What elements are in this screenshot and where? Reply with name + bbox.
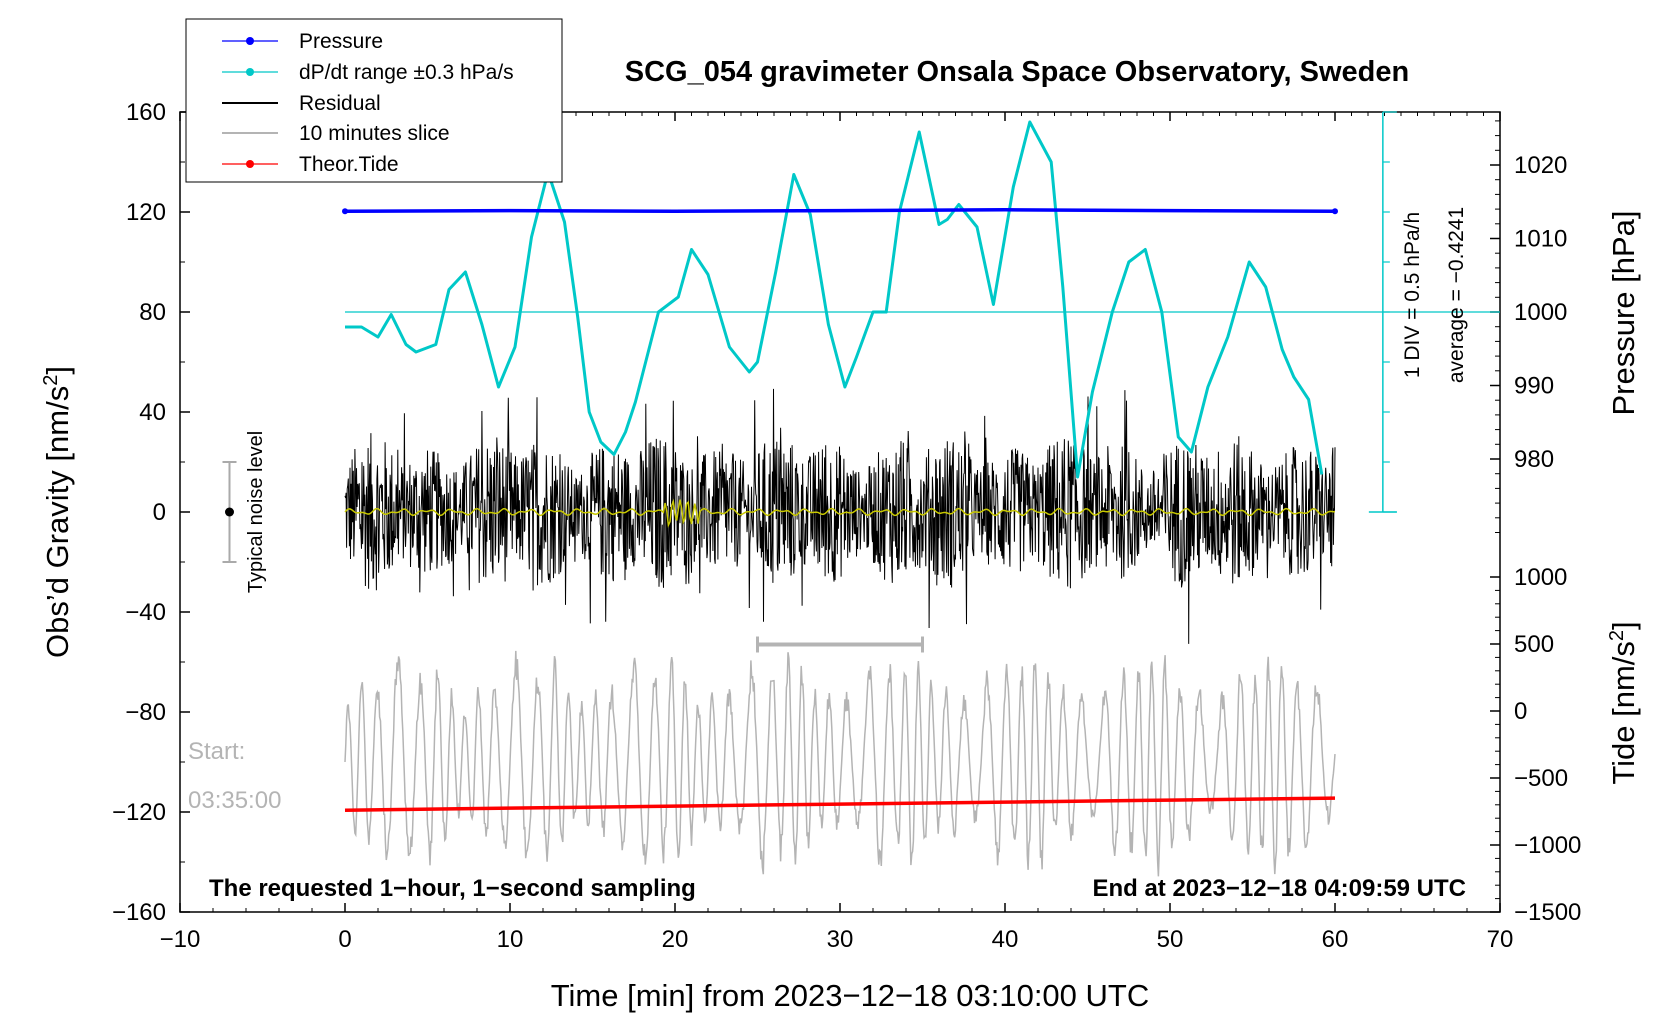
tide-axis-title-sup: 2 (1606, 630, 1628, 641)
tide-tick-label: −1000 (1514, 832, 1581, 859)
y-axis-title: Obs’d Gravity [nm/s2] (40, 366, 75, 658)
start-time-label: 03:35:00 (188, 787, 281, 814)
legend-marker-dpdt (246, 68, 254, 76)
legend: Pressure dP/dt range ±0.3 hPa/s Residual… (185, 18, 563, 183)
x-tick-label: 20 (662, 926, 689, 953)
residual-series (344, 388, 1336, 644)
dpdt-scale-label: 1 DIV = 0.5 hPa/h (1401, 212, 1424, 378)
x-tick-label: −10 (160, 926, 201, 953)
tide-series (344, 796, 1336, 812)
residual-mean-series (344, 498, 1335, 528)
legend-marker-tide (246, 160, 254, 168)
legend-label-slice: 10 minutes slice (299, 122, 450, 145)
average-label: average = −0.4241 (1445, 207, 1468, 383)
pressure-axis: 1020 1010 1000 990 980 (1490, 120, 1567, 533)
y-tick-label: −160 (112, 899, 166, 926)
pressure-point (1332, 208, 1338, 215)
pressure-point (342, 208, 348, 215)
tide-line (344, 796, 1336, 812)
legend-label-residual: Residual (299, 92, 381, 115)
y-axis-title-end: ] (40, 366, 75, 375)
tide-axis: 1000 500 0 −500 −1000 −1500 (1490, 564, 1581, 926)
tide-tick-label: −1500 (1514, 899, 1581, 926)
tide-tick-label: 1000 (1514, 564, 1567, 591)
tide-axis-title: Tide [nm/s2] (1606, 621, 1641, 784)
start-label: Start: (188, 738, 245, 765)
tide-tick-label: 500 (1514, 631, 1554, 658)
left-y-axis: 160 120 80 40 0 −40 −80 −120 −160 (112, 99, 190, 926)
end-time-note: End at 2023−12−18 04:09:59 UTC (1092, 875, 1466, 902)
noise-bar (222, 461, 237, 563)
x-tick-label: 10 (497, 926, 524, 953)
x-tick-label: 60 (1322, 926, 1349, 953)
legend-label-dpdt: dP/dt range ±0.3 hPa/s (299, 61, 514, 84)
x-tick-label: 0 (338, 926, 351, 953)
tide-tick-label: −500 (1514, 765, 1568, 792)
legend-marker-pressure (246, 37, 254, 45)
pressure-tick-label: 980 (1514, 446, 1554, 473)
pressure-series (342, 208, 1338, 215)
pressure-line (344, 208, 1336, 214)
y-tick-label: −120 (112, 799, 166, 826)
y-tick-label: 120 (126, 199, 166, 226)
sampling-note: The requested 1−hour, 1−second sampling (209, 875, 696, 902)
x-tick-label: 40 (992, 926, 1019, 953)
y-tick-label: 160 (126, 99, 166, 126)
legend-box (185, 18, 563, 183)
pressure-tick-label: 990 (1514, 373, 1554, 400)
chart-title: SCG_054 gravimeter Onsala Space Observat… (625, 56, 1409, 88)
x-tick-label: 30 (827, 926, 854, 953)
noise-label: Typical noise level (245, 431, 267, 593)
tide-axis-title-end: ] (1606, 621, 1641, 630)
residual-line (344, 388, 1336, 644)
y-tick-label: 40 (139, 399, 166, 426)
x-axis-title: Time [min] from 2023−12−18 03:10:00 UTC (551, 978, 1150, 1013)
y-tick-label: −80 (125, 699, 166, 726)
x-tick-label: 50 (1157, 926, 1184, 953)
dpdt-line (345, 120, 1324, 479)
y-tick-label: 0 (153, 499, 166, 526)
legend-label-tide: Theor.Tide (299, 153, 399, 176)
pressure-tick-label: 1000 (1514, 299, 1567, 326)
slice-bar (756, 636, 924, 653)
pressure-tick-label: 1020 (1514, 152, 1567, 179)
noise-bar-dot (225, 507, 234, 517)
dpdt-series (345, 120, 1324, 479)
legend-label-pressure: Pressure (299, 30, 383, 53)
y-tick-label: −40 (125, 599, 166, 626)
tide-axis-title-text: Tide [nm/s (1606, 641, 1641, 785)
y-axis-title-sup: 2 (40, 375, 62, 386)
tide-tick-label: 0 (1514, 698, 1527, 725)
pressure-axis-title: Pressure [hPa] (1606, 210, 1641, 415)
slice-line (344, 650, 1336, 877)
residual-mean-line (344, 498, 1335, 528)
slice-series (344, 650, 1336, 877)
pressure-tick-label: 1010 (1514, 226, 1567, 253)
x-axis: −10 0 10 20 30 40 50 60 70 (160, 112, 1514, 953)
y-tick-label: 80 (139, 299, 166, 326)
x-tick-label: 70 (1487, 926, 1514, 953)
y-axis-title-text: Obs’d Gravity [nm/s (40, 386, 75, 658)
dpdt-scale (345, 111, 1500, 513)
